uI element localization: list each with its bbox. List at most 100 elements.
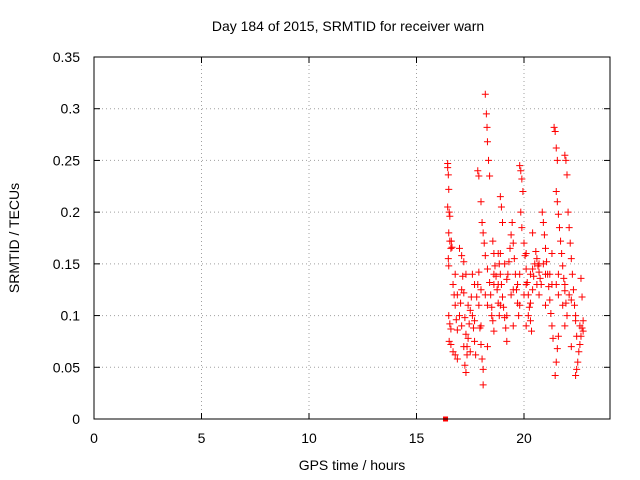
data-point: [547, 310, 555, 318]
data-point: [516, 162, 524, 170]
data-point: [496, 301, 504, 309]
data-point: [445, 262, 453, 270]
data-point: [514, 281, 522, 289]
tick-labels: 0 5 10 15 20 0 0.05 0.1 0.15 0.2 0.25 0.3 0.35: [53, 49, 532, 446]
x-tick-label: 5: [198, 430, 206, 446]
data-point: [451, 270, 459, 278]
data-point: [549, 334, 557, 342]
data-point: [569, 286, 577, 294]
data-point: [445, 229, 453, 237]
data-point: [471, 317, 479, 325]
data-point: [460, 343, 468, 351]
data-point: [453, 355, 461, 363]
data-point: [448, 243, 456, 251]
x-tick-label: 15: [409, 430, 425, 446]
data-point: [574, 358, 582, 366]
data-point: [560, 274, 568, 282]
data-point: [573, 365, 581, 373]
data-point: [575, 348, 583, 356]
data-point: [548, 322, 556, 330]
data-point: [524, 312, 532, 320]
data-point: [461, 361, 469, 369]
data-point: [538, 208, 546, 216]
data-point: [488, 303, 496, 311]
data-point: [489, 317, 497, 325]
data-point: [488, 312, 496, 320]
data-point: [535, 291, 543, 299]
data-point: [490, 270, 498, 278]
data-point: [526, 317, 534, 325]
data-point: [483, 123, 491, 131]
data-point: [460, 258, 468, 266]
data-point: [566, 239, 574, 247]
data-point: [577, 274, 585, 282]
data-point: [464, 301, 472, 309]
data-point: [486, 172, 494, 180]
y-tick-label: 0.3: [61, 101, 81, 117]
data-point: [522, 322, 530, 330]
data-point: [552, 358, 560, 366]
data-point: [508, 218, 516, 226]
x-tick-label: 20: [516, 430, 532, 446]
data-point: [444, 164, 452, 172]
data-point: [447, 244, 455, 252]
data-point: [481, 291, 489, 299]
data-point: [539, 260, 547, 268]
data-point: [518, 224, 526, 232]
data-point: [464, 334, 472, 342]
data-point: [466, 306, 474, 314]
data-point: [571, 301, 579, 309]
data-point: [475, 172, 483, 180]
data-point: [561, 281, 569, 289]
y-tick-label: 0.2: [61, 204, 81, 220]
data-point: [449, 281, 457, 289]
data-point: [536, 274, 544, 282]
data-point: [554, 291, 562, 299]
data-point: [456, 244, 463, 252]
data-point: [483, 301, 491, 309]
data-point: [558, 250, 566, 258]
data-point: [490, 327, 498, 335]
data-point: [510, 255, 518, 263]
data-point: [526, 270, 534, 278]
data-point: [471, 281, 479, 289]
data-point: [506, 244, 514, 252]
data-point: [451, 301, 459, 309]
data-point: [477, 198, 485, 206]
data-point: [483, 265, 491, 273]
data-point: [567, 343, 575, 351]
data-point: [456, 312, 463, 320]
data-point: [526, 299, 534, 307]
data-point: [463, 351, 471, 359]
data-point: [483, 138, 491, 146]
data-point: [466, 348, 474, 356]
data-point: [477, 341, 485, 349]
data-point: [576, 322, 584, 330]
data-point: [493, 286, 501, 294]
data-point: [504, 270, 512, 278]
data-point: [515, 312, 523, 320]
data-point: [528, 327, 536, 335]
data-point: [503, 337, 511, 345]
data-point: [552, 144, 560, 152]
data-point: [468, 270, 476, 278]
data-point: [503, 312, 511, 320]
data-point: [555, 224, 563, 232]
data-point: [568, 270, 576, 278]
data-point: [478, 355, 486, 363]
data-point: [483, 343, 491, 351]
data-point: [509, 239, 517, 247]
data-point: [562, 156, 570, 164]
data-point: [529, 286, 537, 294]
data-point: [499, 218, 506, 226]
data-point: [542, 244, 549, 252]
data-point: [501, 260, 509, 268]
data-point: [447, 237, 455, 245]
data-point: [553, 156, 561, 164]
data-point: [458, 322, 466, 330]
data-point: [502, 324, 510, 332]
data-point: [553, 345, 561, 353]
data-point: [475, 268, 483, 276]
data-point: [473, 293, 481, 301]
data-point: [533, 255, 541, 263]
